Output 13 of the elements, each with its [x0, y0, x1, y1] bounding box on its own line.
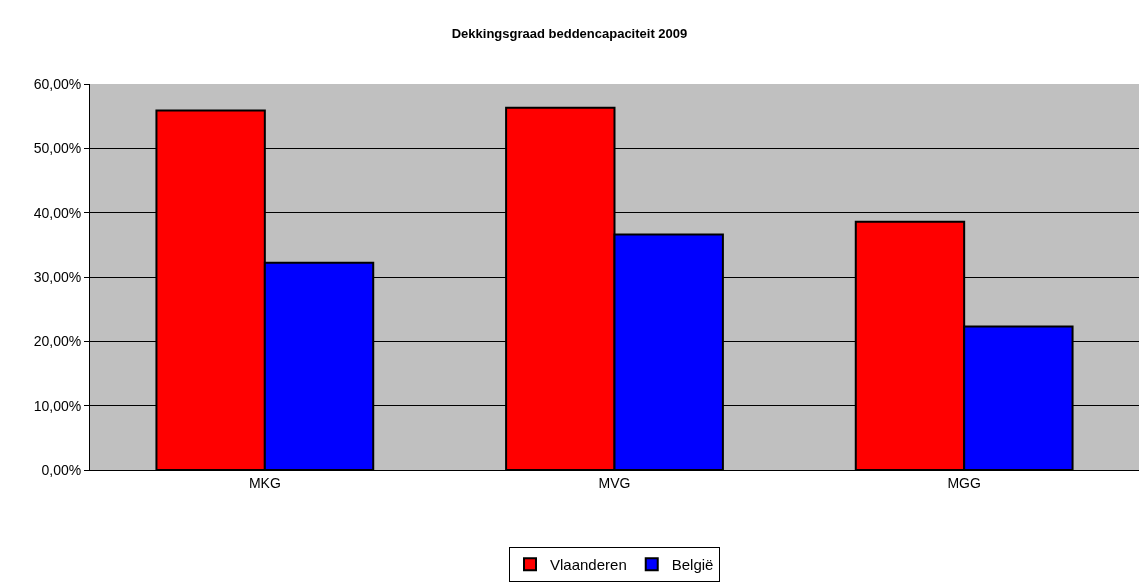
y-tick-label: 60,00% [33, 75, 82, 92]
x-tick-label: MGG [947, 474, 981, 491]
y-tick-label: 40,00% [33, 204, 82, 221]
y-tick-label: 20,00% [33, 333, 82, 350]
legend-label: Vlaanderen [550, 556, 627, 574]
y-tick-label: 30,00% [33, 268, 82, 285]
legend-label: België [671, 556, 714, 574]
x-tick-label: MKG [248, 474, 281, 491]
y-tick-label: 50,00% [33, 140, 82, 157]
chart-title: Dekkingsgraad beddencapaciteit 2009 [451, 26, 688, 42]
y-tick-label: 10,00% [33, 397, 82, 414]
x-tick-label: MVG [598, 474, 631, 491]
y-tick-label: 0,00% [41, 461, 82, 478]
